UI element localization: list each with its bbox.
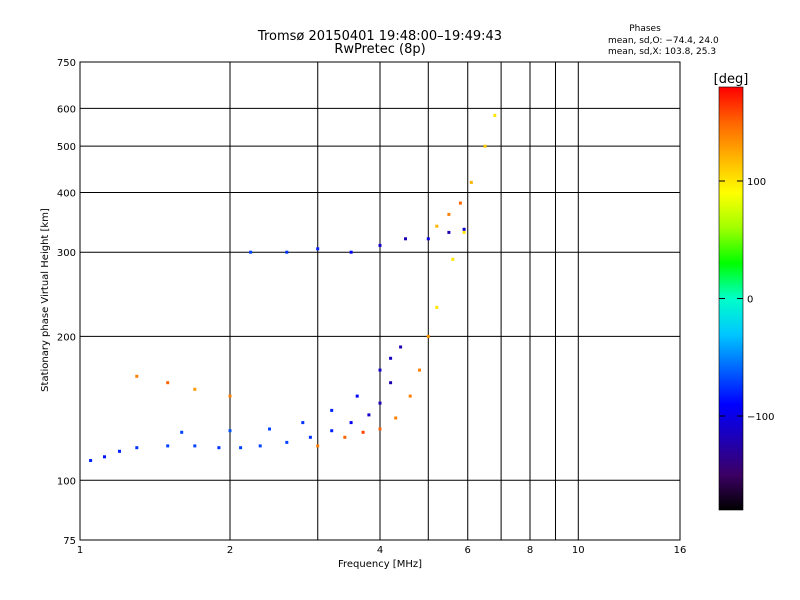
- data-point: [493, 113, 497, 117]
- plot-area: 1 2 4 6 8 10 16 75 100 200 300 400 500 600 750: [57, 58, 686, 556]
- data-point: [378, 243, 382, 247]
- data-point: [361, 430, 365, 434]
- x-axis: 1 2 4 6 8 10 16: [77, 545, 687, 556]
- data-point: [118, 449, 121, 453]
- data-point: [135, 446, 139, 450]
- data-point: [378, 401, 382, 405]
- y-axis-label: Stationary phase Virtual Height [km]: [40, 208, 51, 392]
- data-point: [355, 394, 359, 398]
- y-tick-label: 400: [57, 188, 76, 199]
- x-tick-label: 10: [572, 545, 585, 556]
- data-point: [404, 237, 407, 241]
- data-point: [435, 305, 439, 309]
- data-point: [349, 421, 353, 425]
- data-point: [426, 334, 430, 338]
- data-point: [435, 224, 439, 228]
- data-point: [316, 247, 320, 251]
- data-point: [349, 250, 353, 254]
- data-point: [166, 444, 170, 448]
- y-tick-label: 300: [57, 248, 76, 259]
- phase-stats-header: Phases: [629, 24, 661, 34]
- data-point: [239, 446, 243, 450]
- phase-stats-o: mean, sd,O: −74.4, 24.0: [608, 36, 719, 46]
- data-point: [193, 444, 197, 448]
- plot-frame: [79, 61, 681, 541]
- data-point: [258, 444, 262, 448]
- data-point: [249, 250, 253, 254]
- data-point: [268, 427, 271, 431]
- chart-title: Tromsø 20150401 19:48:00–19:49:43: [257, 29, 502, 44]
- data-point: [228, 394, 232, 398]
- data-point: [330, 429, 334, 433]
- data-point: [462, 230, 466, 234]
- x-tick-label: 2: [227, 545, 233, 556]
- data-point: [228, 429, 232, 433]
- data-point: [193, 387, 197, 391]
- x-tick-label: 6: [465, 545, 471, 556]
- y-axis: 75 100 200 300 400 500 600 750: [57, 58, 76, 547]
- data-point: [469, 180, 473, 184]
- data-point: [389, 356, 393, 360]
- data-point: [367, 413, 371, 417]
- data-point: [394, 416, 398, 420]
- colorbar-tick-label: 0: [747, 295, 753, 306]
- data-point: [458, 201, 462, 205]
- data-point: [451, 257, 455, 261]
- data-point: [389, 381, 393, 385]
- data-point: [217, 446, 221, 450]
- x-tick-label: 1: [77, 545, 83, 556]
- colorbar: [deg] 100 0 −100: [714, 72, 774, 511]
- y-tick-label: 200: [57, 332, 76, 343]
- data-point: [308, 435, 312, 439]
- y-tick-label: 75: [63, 536, 76, 547]
- data-point: [301, 421, 305, 425]
- y-tick-label: 750: [57, 58, 76, 69]
- phase-stats-x: mean, sd,X: 103.8, 25.3: [608, 47, 716, 57]
- y-tick-label: 100: [57, 476, 76, 487]
- data-points: [89, 113, 497, 462]
- colorbar-tick-label: −100: [747, 412, 774, 423]
- data-point: [447, 230, 451, 234]
- data-point: [426, 237, 430, 241]
- colorbar-tick-label: 100: [747, 177, 766, 188]
- x-tick-label: 16: [674, 545, 687, 556]
- data-point: [285, 440, 289, 444]
- data-point: [408, 394, 412, 398]
- data-point: [483, 144, 487, 148]
- data-point: [399, 345, 403, 349]
- y-tick-label: 500: [57, 142, 76, 153]
- data-point: [103, 455, 106, 459]
- data-point: [447, 212, 451, 216]
- data-point: [330, 408, 334, 412]
- data-point: [462, 227, 466, 231]
- data-point: [343, 435, 347, 439]
- data-point: [89, 459, 93, 462]
- grid: [80, 62, 680, 540]
- y-tick-label: 600: [57, 104, 76, 115]
- colorbar-label: [deg]: [714, 72, 749, 87]
- chart-subtitle: RwPretec (8p): [334, 42, 425, 57]
- colorbar-ticks: 100 0 −100: [719, 177, 774, 423]
- data-point: [166, 381, 170, 385]
- data-point: [135, 374, 139, 378]
- data-point: [378, 427, 382, 431]
- x-axis-label: Frequency [MHz]: [338, 559, 422, 570]
- data-point: [418, 368, 421, 372]
- data-point: [180, 430, 184, 434]
- data-point: [378, 368, 382, 372]
- x-tick-label: 4: [377, 545, 383, 556]
- x-tick-label: 8: [527, 545, 533, 556]
- data-point: [285, 250, 289, 254]
- data-point: [316, 444, 320, 448]
